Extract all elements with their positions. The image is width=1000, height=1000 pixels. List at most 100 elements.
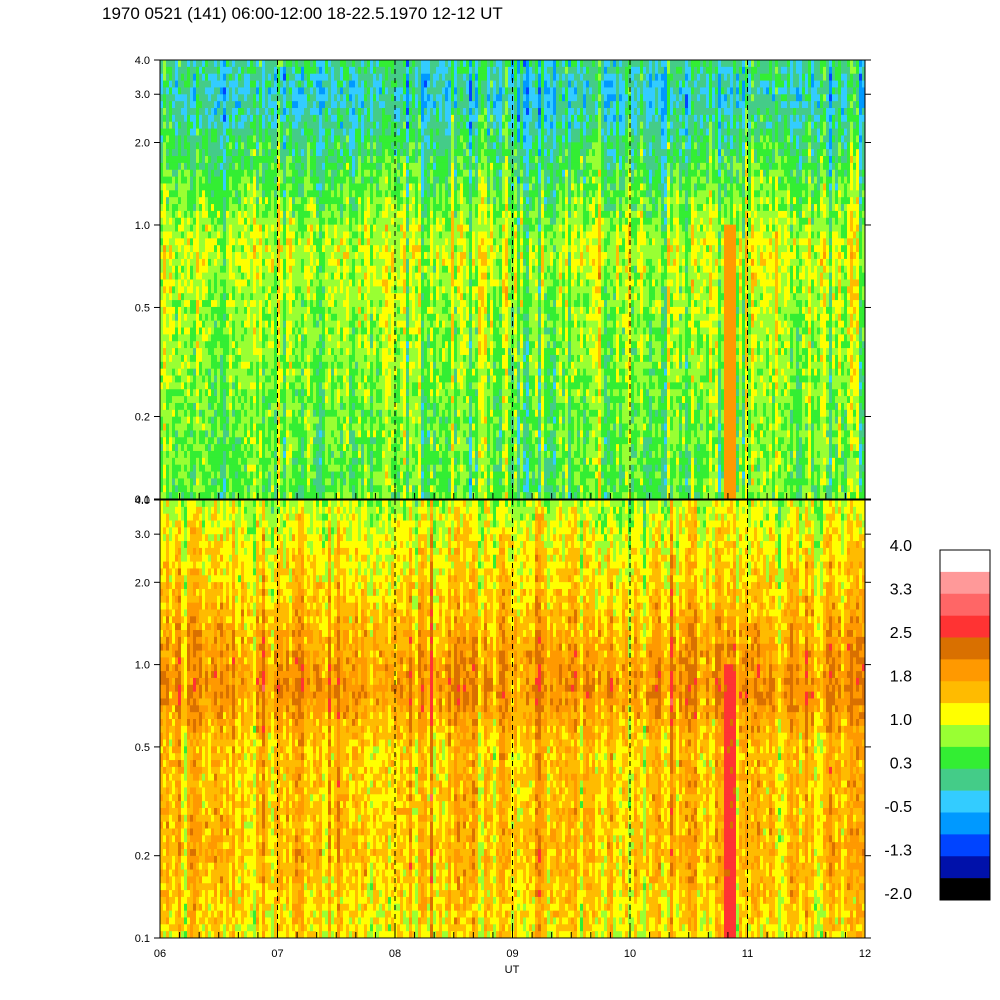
spectrogram-cell [223, 485, 226, 492]
spectrogram-cell [202, 451, 205, 458]
spectrogram-cell [211, 417, 214, 424]
spectrogram-cell [160, 334, 163, 341]
spectrogram-cell [241, 396, 244, 403]
spectrogram-cell [196, 389, 199, 396]
spectrogram-cell [181, 362, 184, 369]
spectrogram-cell [181, 60, 184, 67]
spectrogram-cell [238, 101, 241, 108]
spectrogram-cell [232, 163, 235, 170]
spectrogram-cell [235, 417, 238, 424]
spectrogram-cell [187, 286, 190, 293]
spectrogram-cell [214, 389, 217, 396]
spectrogram-cell [208, 341, 211, 348]
spectrogram-cell [205, 362, 208, 369]
spectrogram-cell [226, 321, 229, 328]
spectrogram-cell [208, 472, 211, 479]
spectrogram-cell [166, 465, 169, 472]
spectrogram-cell [175, 328, 178, 335]
spectrogram-cell [229, 183, 232, 190]
spectrogram-cell [235, 376, 238, 383]
spectrogram-cell [160, 437, 163, 444]
spectrogram-cell [178, 376, 181, 383]
spectrogram-cell [172, 328, 175, 335]
spectrogram-cell [220, 424, 223, 431]
spectrogram-cell [175, 410, 178, 417]
spectrogram-cell [199, 314, 202, 321]
spectrogram-cell [205, 341, 208, 348]
spectrogram-cell [211, 204, 214, 211]
spectrogram-cell [196, 293, 199, 300]
spectrogram-cell [220, 190, 223, 197]
spectrogram-cell [229, 286, 232, 293]
spectrogram-cell [181, 321, 184, 328]
spectrogram-cell [163, 87, 166, 94]
spectrogram-cell [241, 129, 244, 136]
spectrogram-cell [181, 94, 184, 101]
spectrogram-cell [199, 403, 202, 410]
spectrogram-cell [166, 286, 169, 293]
spectrogram-cell [184, 334, 187, 341]
spectrogram-cell [223, 424, 226, 431]
spectrogram-cell [184, 225, 187, 232]
spectrogram-cell [217, 231, 220, 238]
spectrogram-cell [172, 225, 175, 232]
spectrogram-cell [205, 376, 208, 383]
spectrogram-cell [190, 135, 193, 142]
spectrogram-cell [184, 424, 187, 431]
spectrogram-cell [187, 280, 190, 287]
spectrogram-cell [214, 485, 217, 492]
spectrogram-cell [163, 321, 166, 328]
spectrogram-cell [184, 204, 187, 211]
spectrogram-cell [175, 458, 178, 465]
spectrogram-cell [238, 81, 241, 88]
spectrogram-cell [199, 478, 202, 485]
spectrogram-cell [205, 245, 208, 252]
spectrogram-cell [244, 362, 247, 369]
spectrogram-cell [223, 190, 226, 197]
spectrogram-cell [214, 376, 217, 383]
spectrogram-cell [229, 280, 232, 287]
spectrogram-cell [181, 280, 184, 287]
spectrogram-cell [211, 424, 214, 431]
spectrogram-cell [160, 94, 163, 101]
spectrogram-cell [169, 183, 172, 190]
spectrogram-cell [214, 492, 217, 499]
spectrogram-cell [175, 87, 178, 94]
spectrogram-cell [202, 252, 205, 259]
spectrogram-cell [163, 231, 166, 238]
spectrogram-cell [205, 424, 208, 431]
spectrogram-cell [211, 444, 214, 451]
spectrogram-cell [205, 259, 208, 266]
spectrogram-cell [172, 410, 175, 417]
spectrogram-cell [181, 74, 184, 81]
spectrogram-cell [190, 94, 193, 101]
spectrogram-cell [235, 293, 238, 300]
spectrogram-cell [193, 437, 196, 444]
spectrogram-cell [214, 417, 217, 424]
spectrogram-cell [190, 362, 193, 369]
spectrogram-cell [208, 328, 211, 335]
spectrogram-cell [208, 211, 211, 218]
spectrogram-cell [220, 458, 223, 465]
spectrogram-cell [193, 266, 196, 273]
spectrogram-cell [175, 334, 178, 341]
spectrogram-cell [166, 149, 169, 156]
spectrogram-cell [241, 101, 244, 108]
spectrogram-cell [205, 382, 208, 389]
spectrogram-cell [208, 101, 211, 108]
spectrogram-cell [214, 396, 217, 403]
spectrogram-cell [235, 396, 238, 403]
spectrogram-cell [211, 190, 214, 197]
spectrogram-cell [229, 135, 232, 142]
spectrogram-cell [208, 314, 211, 321]
spectrogram-cell [166, 273, 169, 280]
spectrogram-cell [220, 403, 223, 410]
spectrogram-cell [226, 142, 229, 149]
spectrogram-cell [202, 396, 205, 403]
spectrogram-cell [193, 355, 196, 362]
spectrogram-cell [226, 478, 229, 485]
spectrogram-cell [214, 252, 217, 259]
spectrogram-cell [232, 444, 235, 451]
spectrogram-cell [160, 389, 163, 396]
